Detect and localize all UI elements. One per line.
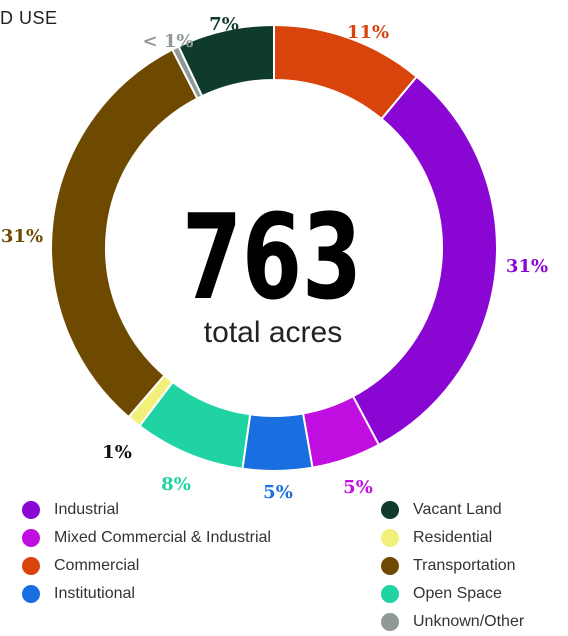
slice-industrial [353, 77, 497, 445]
legend-label: Residential [413, 529, 492, 547]
legend-swatch [381, 613, 399, 631]
legend-swatch [22, 585, 40, 603]
legend-label: Vacant Land [413, 501, 502, 519]
slice-label-mixed-commercial-and-industrial: 5% [343, 477, 373, 498]
legend-label: Institutional [54, 585, 135, 603]
legend-item-commercial: Commercial [22, 552, 271, 580]
legend-label: Mixed Commercial & Industrial [54, 529, 271, 547]
legend-swatch [22, 501, 40, 519]
slice-institutional [242, 413, 312, 471]
legend-item-industrial: Industrial [22, 496, 271, 524]
legend-swatch [381, 557, 399, 575]
legend-item-residential: Residential [381, 524, 524, 552]
slice-label-vacant-land: 7% [209, 14, 239, 35]
slice-label-open-space: 8% [161, 474, 191, 495]
slice-transportation [51, 50, 197, 418]
legend-label: Transportation [413, 557, 516, 575]
legend-swatch [22, 529, 40, 547]
legend-swatch [381, 501, 399, 519]
legend-left: Industrial Mixed Commercial & Industrial C… [22, 496, 271, 608]
legend-label: Unknown/Other [413, 613, 524, 631]
legend-swatch [22, 557, 40, 575]
legend-item-institutional: Institutional [22, 580, 271, 608]
donut-chart: 11%31%5%5%8%1%31%< 1%7% 763 total acres [0, 0, 568, 500]
legend-item-open-space: Open Space [381, 580, 524, 608]
slice-label-transportation: 31% [1, 226, 43, 247]
legend-swatch [381, 529, 399, 547]
legend-label: Industrial [54, 501, 119, 519]
slice-label-commercial: 11% [347, 22, 389, 43]
legend-swatch [381, 585, 399, 603]
legend-item-transportation: Transportation [381, 552, 524, 580]
legend-item-unknown-other: Unknown/Other [381, 608, 524, 636]
slice-label-unknown-other: < 1% [143, 31, 194, 52]
legend-item-vacant-land: Vacant Land [381, 496, 524, 524]
legend-label: Commercial [54, 557, 139, 575]
slice-label-residential: 1% [102, 442, 132, 463]
center-total-value: 763 [182, 188, 362, 326]
legend-label: Open Space [413, 585, 502, 603]
slice-label-industrial: 31% [506, 256, 548, 277]
center-total-label: total acres [204, 316, 342, 349]
legend-right: Vacant Land Residential Transportation Open… [381, 496, 524, 636]
legend-item-mixed-commercial-and-industrial: Mixed Commercial & Industrial [22, 524, 271, 552]
